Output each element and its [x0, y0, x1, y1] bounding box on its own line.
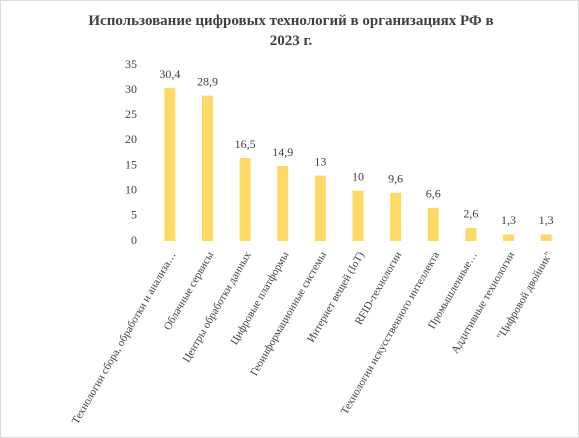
x-tick-label: Центры обработки данных — [181, 249, 254, 364]
value-label: 14,9 — [272, 145, 293, 159]
y-tick-label: 15 — [125, 157, 137, 171]
y-tick-label: 30 — [125, 82, 137, 96]
y-tick-label: 0 — [131, 233, 137, 247]
bar — [352, 190, 364, 241]
value-label: 2,6 — [463, 207, 478, 221]
value-label: 1,3 — [539, 213, 554, 227]
bar — [503, 234, 515, 241]
value-label: 6,6 — [426, 187, 441, 201]
value-label: 1,3 — [501, 213, 516, 227]
y-tick-label: 5 — [131, 208, 137, 222]
value-label: 30,4 — [159, 67, 180, 81]
y-tick-label: 20 — [125, 132, 137, 146]
x-tick-label: Геоинформационные системы — [248, 249, 329, 378]
bar — [390, 192, 402, 241]
y-tick-label: 35 — [125, 57, 137, 71]
bar — [540, 234, 552, 241]
chart-title: Использование цифровых технологий в орга… — [88, 13, 494, 49]
bar — [239, 158, 251, 241]
bar — [277, 166, 289, 241]
bar — [427, 207, 439, 241]
y-tick-label: 10 — [125, 182, 137, 196]
value-label: 28,9 — [197, 74, 218, 88]
bar — [201, 95, 213, 241]
value-label: 9,6 — [388, 171, 403, 185]
bar — [465, 227, 477, 241]
x-tick-label: Технологии сбора, обработки и анализа… — [70, 250, 179, 427]
value-label: 10 — [352, 169, 364, 183]
value-label: 16,5 — [235, 137, 256, 151]
bar — [164, 88, 176, 241]
y-tick-label: 25 — [125, 107, 137, 121]
value-label: 13 — [314, 154, 326, 168]
bar — [314, 175, 326, 241]
